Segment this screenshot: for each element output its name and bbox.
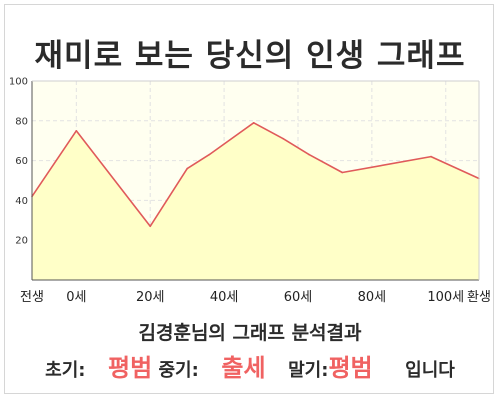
mid-value: 출세 [221, 354, 266, 382]
outer-frame [4, 4, 494, 394]
early-value: 평범 [108, 354, 153, 382]
y-tick-label: 20 [15, 236, 28, 247]
mid-label: 중기: [158, 360, 199, 381]
data-point [341, 171, 344, 174]
data-point [430, 155, 432, 158]
y-tick-label: 40 [15, 196, 28, 207]
result-suffix: 입니다 [405, 360, 455, 381]
data-point [186, 167, 188, 170]
x-tick-label: 40세 [210, 290, 239, 305]
area-fill [32, 122, 479, 280]
label-layer: 20 40 60 80 100 전생 0세 20세 40세 60세 80세 100세 환생 [9, 77, 491, 306]
y-tick-label: 60 [15, 156, 28, 167]
data-point [282, 137, 285, 140]
y-tick-label: 80 [15, 116, 28, 127]
y-tick-label: 100 [9, 77, 28, 88]
x-tick-label: 100세 [427, 290, 464, 305]
x-tick-label: 전생 [20, 290, 44, 305]
data-point [308, 153, 310, 156]
late-label: 말기: [288, 360, 329, 381]
data-point [149, 225, 151, 228]
chart-title: 재미로 보는 당신의 인생 그래프 [34, 38, 466, 74]
x-tick-label: 60세 [284, 290, 313, 305]
data-point [208, 153, 211, 156]
analysis-caption: 김경훈님의 그래프 분석결과 [138, 322, 362, 344]
late-value: 평범 [328, 354, 373, 382]
x-tick-label: 환생 [467, 290, 491, 305]
analysis-result: 초기: 평범 중기: 출세 말기:평범 입니다 [0, 348, 500, 383]
x-tick-label: 80세 [358, 290, 387, 305]
early-label: 초기: [45, 360, 86, 381]
axis-layer [31, 80, 480, 281]
x-tick-label: 20세 [136, 290, 165, 305]
data-point [75, 130, 78, 132]
x-tick-label: 0세 [66, 290, 86, 305]
data-point [252, 122, 255, 124]
